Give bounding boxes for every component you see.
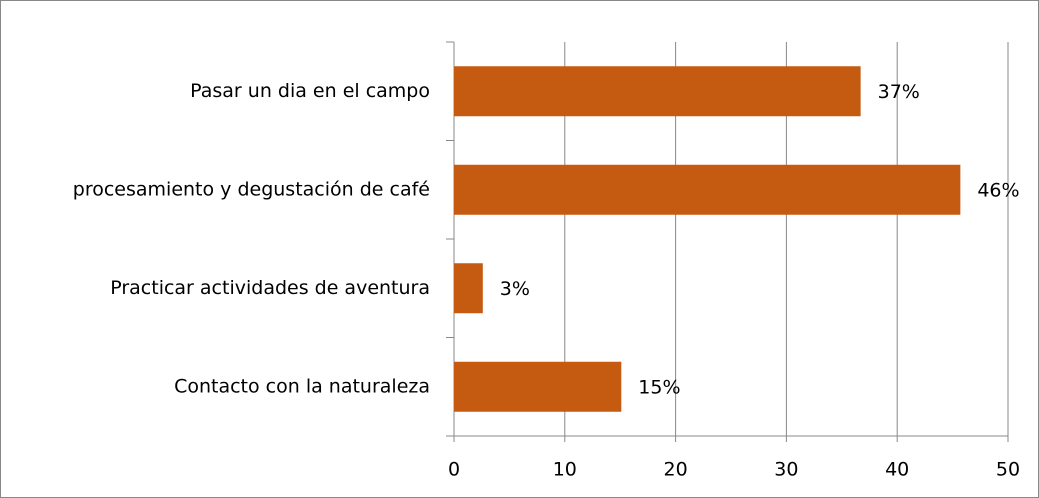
bar [454,263,483,314]
bar [454,164,961,215]
y-tick-label: Pasar un dia en el campo [190,80,430,102]
bar [454,66,861,117]
y-tick-label: Contacto con la naturaleza [174,375,430,397]
data-label: 15% [638,376,680,398]
y-tick-label: procesamiento y degustación de café [73,178,430,200]
x-tick-label: 20 [664,459,688,481]
x-tick-label: 10 [553,459,577,481]
x-tick-label: 0 [448,459,460,481]
x-tick-label: 30 [774,459,798,481]
y-tick-label: Practicar actividades de aventura [110,277,430,299]
data-label: 3% [500,278,530,300]
bar [454,361,622,412]
x-tick-label: 40 [885,459,909,481]
x-tick-label: 50 [996,459,1020,481]
data-label: 46% [977,179,1019,201]
data-label: 37% [878,81,920,103]
